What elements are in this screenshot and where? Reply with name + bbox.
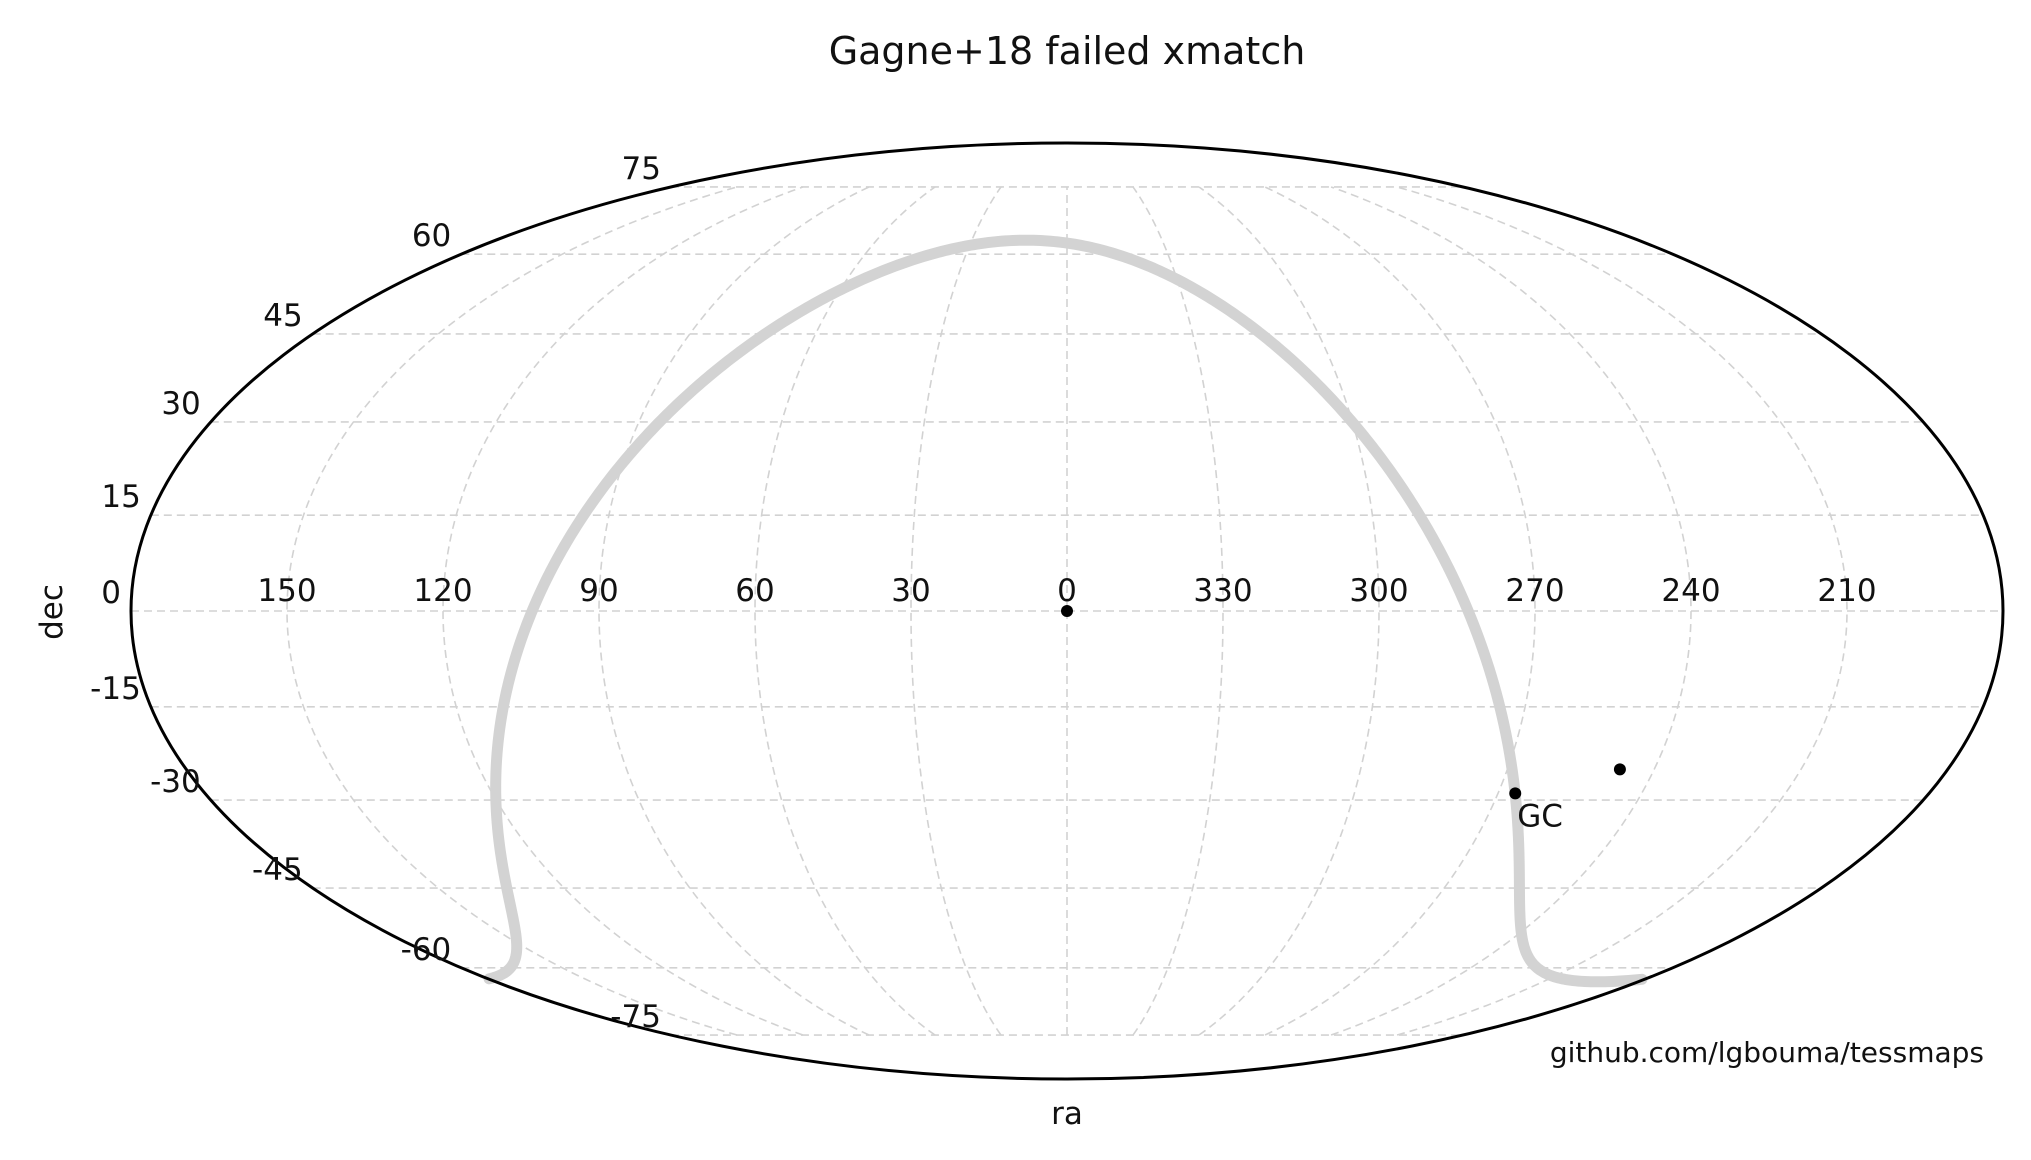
meridian-90 xyxy=(1264,186,1536,1036)
dec-tick--60: -60 xyxy=(401,932,452,968)
ra-tick-0: 0 xyxy=(1057,573,1077,609)
data-points xyxy=(1061,605,1626,800)
data-point-0 xyxy=(1061,605,1073,617)
ra-tick-90: 90 xyxy=(579,573,618,609)
ra-tick-labels: 150 120 90 60 30 0 330 300 270 240 210 xyxy=(257,573,1876,609)
meridian-30 xyxy=(1132,186,1224,1036)
map-boundary xyxy=(129,141,2005,1081)
meridian-60 xyxy=(1198,186,1380,1036)
dec-tick-0: 0 xyxy=(101,575,121,611)
dec-tick--30: -30 xyxy=(150,764,201,800)
data-point-1 xyxy=(1613,763,1626,776)
ra-tick-330: 330 xyxy=(1193,573,1252,609)
ra-tick-30: 30 xyxy=(891,573,930,609)
dec-tick-30: 30 xyxy=(161,386,200,422)
ra-tick-210: 210 xyxy=(1817,573,1876,609)
dec-tick--45: -45 xyxy=(252,852,303,888)
dec-tick-15: 15 xyxy=(101,479,140,515)
dec-tick-45: 45 xyxy=(263,298,302,334)
meridian--30 xyxy=(910,186,1002,1036)
ra-tick-150: 150 xyxy=(257,573,316,609)
credit-text: github.com/lgbouma/tessmaps xyxy=(1550,1036,1984,1069)
dec-tick-75: 75 xyxy=(621,151,660,187)
ra-tick-300: 300 xyxy=(1349,573,1408,609)
ra-tick-270: 270 xyxy=(1505,573,1564,609)
dec-tick-60: 60 xyxy=(412,218,451,254)
data-point-2 xyxy=(1509,787,1522,800)
y-axis-label: dec xyxy=(34,584,70,640)
ra-tick-60: 60 xyxy=(735,573,774,609)
dec-tick--75: -75 xyxy=(610,999,661,1035)
meridian--60 xyxy=(754,186,936,1036)
meridian-120 xyxy=(1330,186,1692,1036)
galactic-plane-curve xyxy=(483,234,1648,988)
meridian--150 xyxy=(286,186,738,1036)
meridian--120 xyxy=(442,186,804,1036)
annotations: GC xyxy=(1517,798,1563,834)
meridian--90 xyxy=(598,186,870,1036)
chart-title: Gagne+18 failed xmatch xyxy=(829,29,1306,73)
graticule xyxy=(131,186,2003,1036)
dec-tick--15: -15 xyxy=(90,671,141,707)
meridian-150 xyxy=(1396,186,1848,1036)
ra-tick-240: 240 xyxy=(1661,573,1720,609)
x-axis-label: ra xyxy=(1051,1096,1083,1132)
ra-tick-120: 120 xyxy=(413,573,472,609)
annotation-0: GC xyxy=(1517,798,1563,834)
